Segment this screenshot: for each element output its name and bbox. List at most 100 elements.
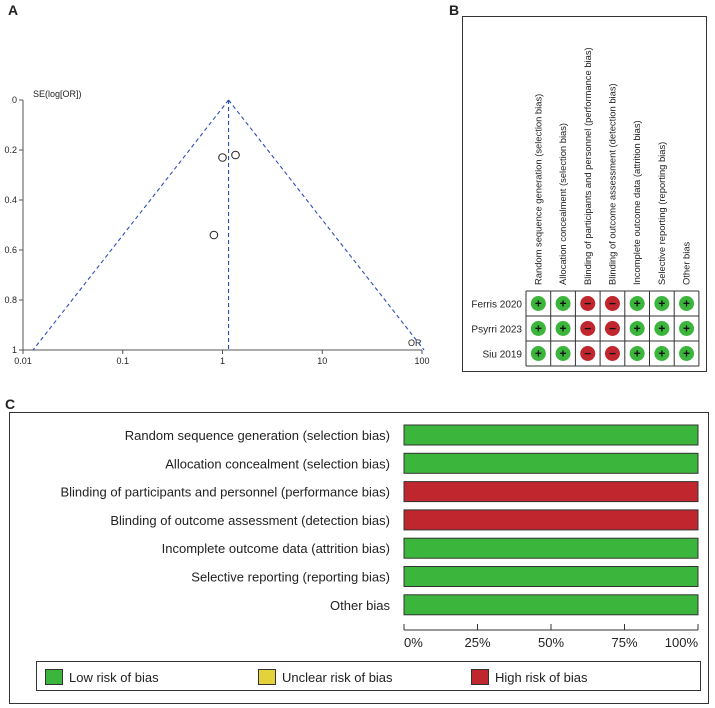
- summary-rating-symbol: +: [535, 297, 542, 311]
- funnel-y-tick-label: 0.4: [4, 195, 17, 205]
- graph-bar-high: [403, 509, 699, 531]
- legend-item-low: Low risk of bias: [45, 669, 159, 685]
- summary-rating-symbol: +: [683, 297, 690, 311]
- summary-rating-low: [555, 346, 571, 361]
- risk-of-bias-graph-panel: [9, 412, 709, 704]
- graph-bar-low: [403, 424, 699, 446]
- graph-bar-high: [403, 481, 699, 503]
- summary-rating-low: [629, 321, 645, 336]
- summary-rating-symbol: −: [609, 322, 616, 336]
- summary-rating-symbol: +: [560, 347, 567, 361]
- summary-rating-low: [654, 346, 670, 361]
- summary-rating-symbol: +: [634, 347, 641, 361]
- risk-of-bias-summary: Random sequence generation (selection bi…: [471, 47, 700, 367]
- funnel-x-tick-label: 0.01: [14, 356, 32, 366]
- summary-rating-symbol: +: [634, 322, 641, 336]
- graph-bar-low: [403, 452, 699, 474]
- funnel-x-label: OR: [408, 338, 422, 348]
- funnel-y-tick-label: 1: [12, 345, 17, 355]
- funnel-point: [231, 150, 240, 160]
- graph-x-tick-label: 50%: [538, 635, 564, 650]
- legend-swatch-low: [45, 669, 63, 685]
- graph-category-label: Random sequence generation (selection bi…: [125, 428, 390, 443]
- summary-rating-low: [629, 346, 645, 361]
- legend-label-high: High risk of bias: [495, 669, 588, 685]
- summary-rating-symbol: +: [535, 347, 542, 361]
- panel-label-b: B: [449, 2, 460, 18]
- funnel-y-tick-label: 0.8: [4, 295, 17, 305]
- graph-x-tick-label: 100%: [665, 635, 699, 650]
- panel-label-c: C: [5, 396, 16, 412]
- legend: Low risk of bias Unclear risk of bias Hi…: [36, 661, 701, 691]
- graph-bar-low: [403, 566, 699, 587]
- graph-x-tick-label: 75%: [611, 635, 637, 650]
- summary-rating-low: [629, 296, 645, 311]
- summary-rating-symbol: −: [584, 322, 591, 336]
- summary-rating-low: [530, 346, 546, 361]
- summary-domain-label: Random sequence generation (selection bi…: [532, 94, 543, 285]
- funnel-y-tick-label: 0.2: [4, 145, 17, 155]
- funnel-y-tick-label: 0: [12, 95, 17, 105]
- funnel-point: [209, 230, 219, 240]
- funnel-point: [218, 153, 227, 162]
- funnel-left-limit: [32, 99, 229, 351]
- summary-rating-low: [679, 321, 695, 336]
- summary-rating-symbol: +: [535, 322, 542, 336]
- summary-study-label: Siu 2019: [483, 350, 523, 361]
- summary-domain-label: Blinding of outcome assessment (detectio…: [606, 83, 617, 285]
- summary-rating-low: [679, 346, 695, 361]
- summary-rating-symbol: +: [683, 347, 690, 361]
- summary-rating-symbol: −: [609, 347, 616, 361]
- summary-study-label: Ferris 2020: [471, 300, 522, 311]
- summary-rating-high: [604, 321, 620, 336]
- summary-domain-label: Blinding of participants and personnel (…: [582, 47, 593, 285]
- panel-label-a: A: [8, 2, 19, 18]
- summary-domain-label: Allocation concealment (selection bias): [557, 123, 568, 285]
- summary-domain-label: Selective reporting (reporting bias): [656, 142, 667, 285]
- funnel-y-label: SE(log[OR]): [33, 89, 82, 99]
- funnel-x-tick-label: 1: [220, 356, 225, 366]
- funnel-x-tick-label: 0.1: [116, 356, 129, 366]
- summary-rating-high: [604, 346, 620, 361]
- summary-rating-low: [654, 321, 670, 336]
- funnel-x-tick-label: 100: [414, 356, 429, 366]
- summary-rating-low: [654, 296, 670, 311]
- graph-category-label: Blinding of outcome assessment (detectio…: [110, 513, 390, 528]
- summary-rating-high: [580, 296, 596, 311]
- legend-item-unclear: Unclear risk of bias: [258, 669, 393, 685]
- summary-rating-low: [679, 296, 695, 311]
- summary-rating-symbol: +: [658, 297, 665, 311]
- legend-label-low: Low risk of bias: [69, 669, 159, 685]
- graph-category-label: Blinding of participants and personnel (…: [60, 485, 390, 500]
- summary-rating-low: [555, 321, 571, 336]
- funnel-right-limit: [228, 99, 425, 351]
- summary-rating-high: [604, 296, 620, 311]
- summary-rating-low: [530, 296, 546, 311]
- legend-label-unclear: Unclear risk of bias: [282, 669, 393, 685]
- graph-bar-low: [403, 594, 699, 616]
- graph-x-tick-label: 25%: [464, 635, 490, 650]
- summary-rating-symbol: +: [683, 322, 690, 336]
- summary-rating-symbol: −: [584, 347, 591, 361]
- graph-category-label: Other bias: [330, 598, 390, 613]
- summary-rating-high: [580, 346, 596, 361]
- risk-of-bias-summary-panel: [462, 16, 707, 372]
- summary-rating-symbol: −: [584, 297, 591, 311]
- funnel-x-tick-label: 10: [317, 356, 327, 366]
- graph-x-tick-label: 0%: [404, 635, 423, 650]
- graph-bar-low: [403, 537, 699, 559]
- summary-rating-symbol: +: [658, 322, 665, 336]
- summary-rating-low: [555, 296, 571, 311]
- legend-item-high: High risk of bias: [471, 669, 587, 685]
- graph-category-label: Incomplete outcome data (attrition bias): [162, 541, 390, 556]
- summary-rating-symbol: +: [560, 297, 567, 311]
- summary-rating-high: [580, 321, 596, 336]
- summary-rating-symbol: −: [609, 297, 616, 311]
- summary-rating-symbol: +: [658, 347, 665, 361]
- funnel-y-tick-label: 0.6: [4, 245, 17, 255]
- summary-rating-symbol: +: [634, 297, 641, 311]
- legend-swatch-unclear: [258, 669, 276, 685]
- graph-category-label: Allocation concealment (selection bias): [165, 456, 390, 471]
- summary-rating-symbol: +: [560, 322, 567, 336]
